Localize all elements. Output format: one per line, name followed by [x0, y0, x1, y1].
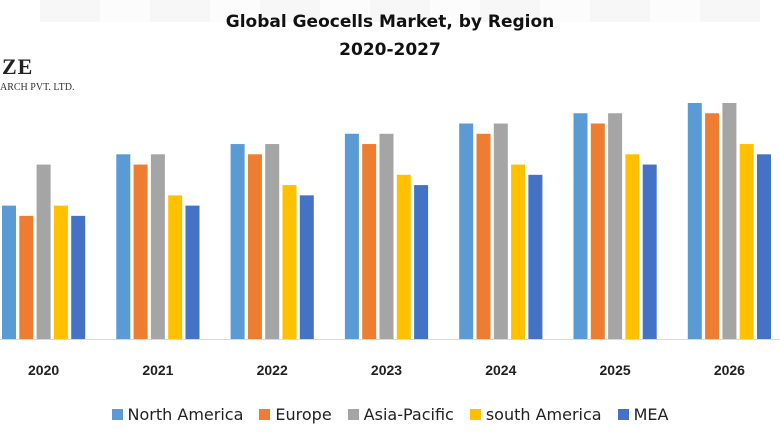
bar-south-america-2020 [53, 205, 68, 339]
bar-asia-pacific-2022 [265, 144, 280, 339]
bar-europe-2021 [133, 164, 148, 339]
bar-north-america-2024 [459, 123, 474, 340]
legend-item: North America [111, 405, 244, 424]
legend-swatch [617, 409, 629, 420]
logo-text: ZE [2, 54, 34, 79]
legend-item: south America [469, 405, 602, 424]
bar-europe-2025 [590, 123, 605, 340]
x-tick-label: 2026 [714, 362, 745, 378]
bar-north-america-2022 [230, 144, 245, 339]
bar-south-america-2021 [168, 195, 183, 339]
legend-item: Europe [259, 405, 332, 424]
bar-asia-pacific-2020 [36, 164, 51, 339]
legend-label: Europe [275, 405, 332, 424]
legend-swatch [469, 409, 481, 420]
bar-mea-2025 [642, 164, 657, 339]
bar-mea-2026 [757, 154, 771, 339]
bar-north-america-2025 [573, 113, 588, 340]
bar-europe-2026 [705, 113, 720, 340]
bar-europe-2022 [247, 154, 262, 339]
x-tick-label: 2021 [142, 362, 173, 378]
bar-mea-2020 [71, 215, 86, 339]
watermark-strip [40, 0, 760, 22]
legend-swatch [347, 409, 359, 420]
bar-europe-2023 [362, 144, 377, 339]
bar-north-america-2021 [116, 154, 131, 339]
bar-south-america-2023 [396, 174, 411, 339]
legend-label: south America [485, 405, 602, 424]
legend-label: Asia-Pacific [363, 405, 454, 424]
logo-subtext: ARCH PVT. LTD. [0, 82, 75, 93]
bar-asia-pacific-2021 [150, 154, 165, 339]
legend-swatch [111, 409, 123, 420]
legend-item: Asia-Pacific [347, 405, 454, 424]
bar-asia-pacific-2026 [722, 103, 737, 339]
bar-south-america-2022 [282, 185, 297, 339]
bar-asia-pacific-2024 [493, 123, 508, 340]
bar-chart: 2020 2021 2022 2023 2024 2025 2026 [0, 103, 780, 378]
bar-mea-2023 [414, 185, 429, 339]
bar-south-america-2024 [511, 164, 526, 339]
bar-mea-2021 [185, 205, 200, 339]
legend: North America Europe Asia-Pacific south Ame… [0, 405, 780, 424]
bar-mea-2022 [299, 195, 314, 339]
x-tick-label: 2025 [600, 362, 631, 378]
bar-south-america-2026 [739, 144, 754, 339]
chart-title: Global Geocells Market, by Region [225, 12, 555, 32]
x-tick-label: 2022 [257, 362, 288, 378]
legend-label: North America [127, 405, 244, 424]
bar-north-america-2020 [2, 205, 16, 339]
bar-mea-2024 [528, 174, 543, 339]
bar-europe-2020 [19, 215, 34, 339]
bar-south-america-2025 [625, 154, 640, 339]
legend-label: MEA [633, 405, 669, 424]
bar-asia-pacific-2023 [379, 133, 394, 339]
bar-asia-pacific-2025 [608, 113, 623, 340]
bar-north-america-2026 [687, 103, 702, 339]
x-tick-label: 2023 [371, 362, 402, 378]
x-tick-label: 2024 [485, 362, 516, 378]
bar-europe-2024 [476, 133, 491, 339]
legend-swatch [259, 409, 271, 420]
bar-north-america-2023 [344, 133, 359, 339]
x-tick-label: 2020 [28, 362, 59, 378]
chart-subtitle: 2020-2027 [339, 40, 441, 60]
legend-item: MEA [617, 405, 669, 424]
